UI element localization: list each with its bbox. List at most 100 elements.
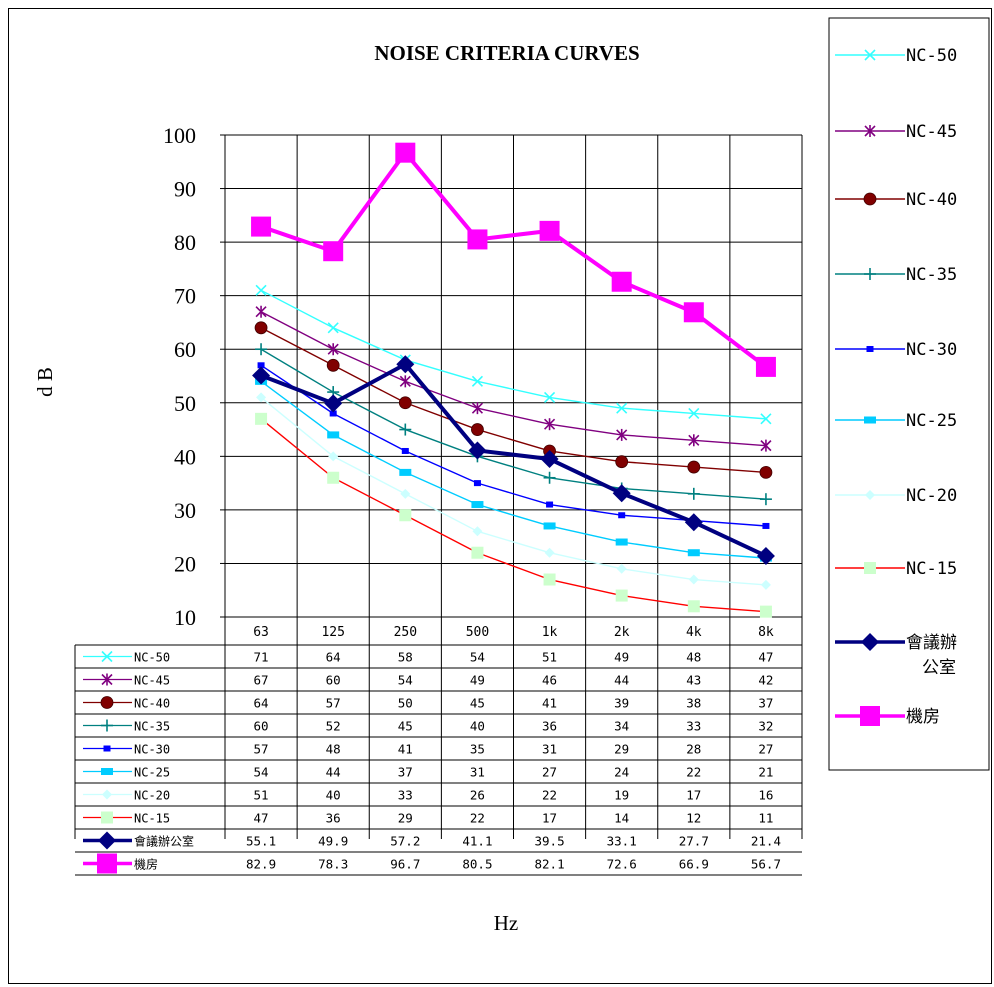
- data-point-marker: [326, 358, 340, 372]
- table-value: 40: [326, 788, 341, 803]
- table-value: 27.7: [679, 834, 709, 849]
- table-legend-key-marker: [98, 831, 116, 850]
- data-point-marker: [687, 487, 700, 500]
- data-point-marker: [256, 392, 267, 403]
- data-point-marker: [329, 410, 337, 417]
- table-series-name: 機房: [134, 857, 158, 872]
- table-legend-key-marker: [101, 719, 113, 732]
- table-value: 56.7: [751, 857, 781, 872]
- data-point-marker: [399, 509, 412, 522]
- data-point-marker: [688, 574, 699, 585]
- table-value: 22: [542, 788, 557, 803]
- table-value: 36: [326, 811, 341, 826]
- data-point-marker: [616, 402, 628, 414]
- data-point-marker: [323, 241, 344, 262]
- y-tick-label: 20: [174, 551, 196, 576]
- series-line: [260, 150, 768, 369]
- data-point-marker: [471, 375, 484, 387]
- data-point-marker: [616, 428, 628, 441]
- legend-key-marker: [860, 706, 880, 726]
- data-point-marker: [688, 407, 700, 420]
- table-series-name: NC-30: [134, 743, 170, 757]
- table-value: 82.9: [246, 857, 276, 872]
- table-value: 60: [326, 673, 341, 688]
- data-point-marker: [616, 563, 627, 574]
- data-point-marker: [471, 546, 484, 559]
- table-value: 22: [470, 811, 485, 826]
- table-value: 51: [254, 788, 269, 803]
- table-legend-key-marker: [100, 696, 114, 709]
- table-value: 67: [254, 673, 269, 688]
- data-point-marker: [683, 302, 704, 323]
- table-value: 60: [254, 719, 269, 734]
- table-value: 57: [254, 742, 269, 757]
- table-value: 31: [470, 765, 485, 780]
- data-point-marker: [615, 538, 628, 546]
- table-series-name: 會議辦公室: [134, 834, 194, 849]
- series-line: [260, 380, 766, 559]
- y-tick-label: 60: [174, 337, 196, 362]
- table-value: 48: [326, 742, 341, 757]
- legend-label: NC-45: [906, 122, 957, 142]
- table-series-name: NC-35: [134, 720, 170, 734]
- table-value: 49: [470, 673, 485, 688]
- legend-key-marker: [866, 346, 874, 352]
- legend-key-marker: [864, 562, 876, 574]
- y-tick-label: 10: [174, 605, 196, 630]
- data-point-marker: [543, 471, 556, 484]
- series-line: [260, 418, 766, 613]
- data-point-marker: [618, 512, 626, 519]
- table-series-name: NC-15: [134, 812, 170, 826]
- data-point-marker: [255, 412, 268, 425]
- table-value: 54: [398, 673, 413, 688]
- table-value: 54: [254, 765, 269, 780]
- table-value: 26: [470, 788, 485, 803]
- data-point-marker: [615, 589, 628, 602]
- table-series-name: NC-20: [134, 789, 170, 803]
- table-value: 47: [254, 811, 269, 826]
- table-value: 36: [542, 719, 557, 734]
- data-point-marker: [687, 600, 700, 613]
- legend-label: NC-50: [906, 46, 957, 66]
- table-value: 41.1: [462, 834, 492, 849]
- table-value: 39.5: [535, 834, 565, 849]
- legend-label: 機房: [906, 707, 940, 727]
- legend-box: [828, 17, 990, 771]
- series-line: [260, 364, 766, 527]
- table-value: 40: [470, 719, 485, 734]
- x-axis-label: Hz: [494, 911, 519, 935]
- data-point-marker: [543, 391, 556, 403]
- x-tick-label: 63: [253, 625, 269, 640]
- table-value: 45: [470, 696, 485, 711]
- table-value: 31: [542, 742, 557, 757]
- data-point-marker: [255, 305, 267, 318]
- series-line: [260, 289, 766, 420]
- table-value: 45: [398, 719, 413, 734]
- x-tick-label: 2k: [614, 625, 630, 640]
- data-point-marker: [546, 501, 554, 508]
- x-tick-label: 250: [394, 625, 417, 640]
- table-value: 71: [254, 650, 269, 665]
- data-point-marker: [327, 471, 340, 484]
- table-legend-key-marker: [101, 768, 113, 775]
- series-line: [260, 311, 766, 447]
- table-legend-key-marker: [103, 745, 111, 752]
- table-value: 19: [614, 788, 629, 803]
- table-value: 16: [758, 788, 773, 803]
- x-tick-label: 8k: [758, 625, 774, 640]
- legend-key-marker: [864, 125, 876, 137]
- data-point-marker: [544, 547, 555, 558]
- table-value: 44: [326, 765, 341, 780]
- table-value: 51: [542, 650, 557, 665]
- table-value: 17: [686, 788, 701, 803]
- data-point-marker: [471, 402, 484, 415]
- data-point-marker: [756, 546, 775, 565]
- y-tick-label: 40: [174, 444, 196, 469]
- series-line: [260, 327, 766, 474]
- y-tick-label: 70: [174, 284, 196, 309]
- legend-label: NC-30: [906, 340, 957, 360]
- table-value: 41: [542, 696, 557, 711]
- data-point-marker: [257, 362, 265, 369]
- table-value: 46: [542, 673, 557, 688]
- data-point-marker: [759, 493, 772, 506]
